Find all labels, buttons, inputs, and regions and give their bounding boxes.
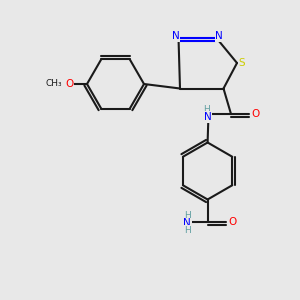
Text: O: O <box>251 109 260 119</box>
Text: H: H <box>203 105 209 114</box>
Text: N: N <box>204 112 212 122</box>
Text: CH₃: CH₃ <box>46 80 62 88</box>
Text: N: N <box>172 31 179 41</box>
Text: H: H <box>184 212 190 220</box>
Text: O: O <box>65 79 73 89</box>
Text: N: N <box>215 31 223 41</box>
Text: H: H <box>184 226 190 235</box>
Text: N: N <box>183 218 191 229</box>
Text: O: O <box>228 217 236 227</box>
Text: S: S <box>238 58 245 68</box>
